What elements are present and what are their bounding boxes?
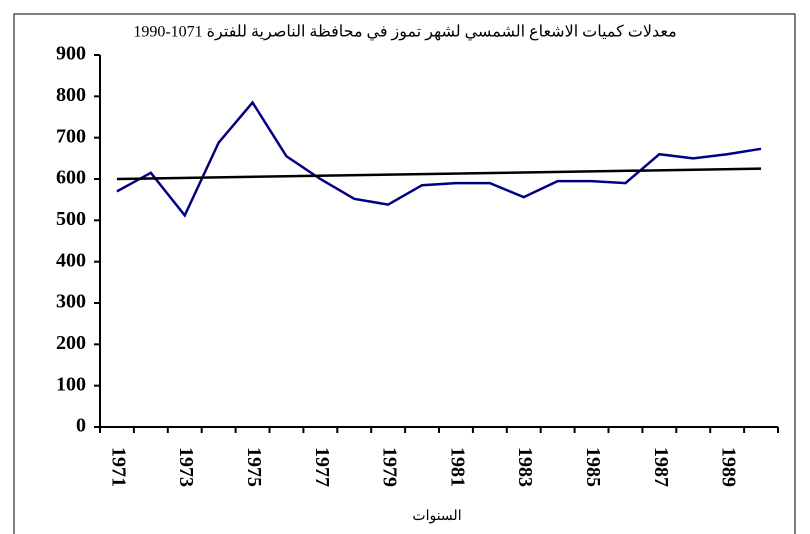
chart-frame: [13, 13, 796, 534]
trend-line: [116, 167, 762, 181]
y-tick-label: 400: [56, 249, 86, 271]
x-tick-label: 1977: [311, 447, 333, 487]
x-tick-label: 1973: [175, 447, 197, 487]
y-tick-label: 900: [56, 43, 86, 65]
x-axis-label: السنوات: [412, 509, 461, 524]
y-tick-label: 0: [76, 415, 86, 437]
y-tick-label: 600: [56, 167, 86, 189]
y-tick-label: 300: [56, 291, 86, 313]
x-tick-label: 1979: [379, 447, 401, 487]
y-tick-label: 800: [56, 84, 86, 106]
data-line: [116, 100, 762, 218]
x-tick-label: 1975: [243, 447, 265, 487]
y-tick-label: 500: [56, 208, 86, 230]
x-tick-label: 1989: [718, 447, 740, 487]
chart-title: معدلات كميات الاشعاع الشمسي لشهر تموز في…: [133, 24, 676, 41]
x-tick-label: 1971: [107, 447, 129, 487]
x-tick-label: 1985: [582, 447, 604, 487]
y-tick-label: 700: [56, 125, 86, 147]
x-tick-label: 1983: [514, 447, 536, 487]
y-tick-label: 100: [56, 373, 86, 395]
y-tick-label: 200: [56, 332, 86, 354]
x-tick-label: 1987: [650, 447, 672, 487]
x-tick-label: 1981: [446, 447, 468, 487]
